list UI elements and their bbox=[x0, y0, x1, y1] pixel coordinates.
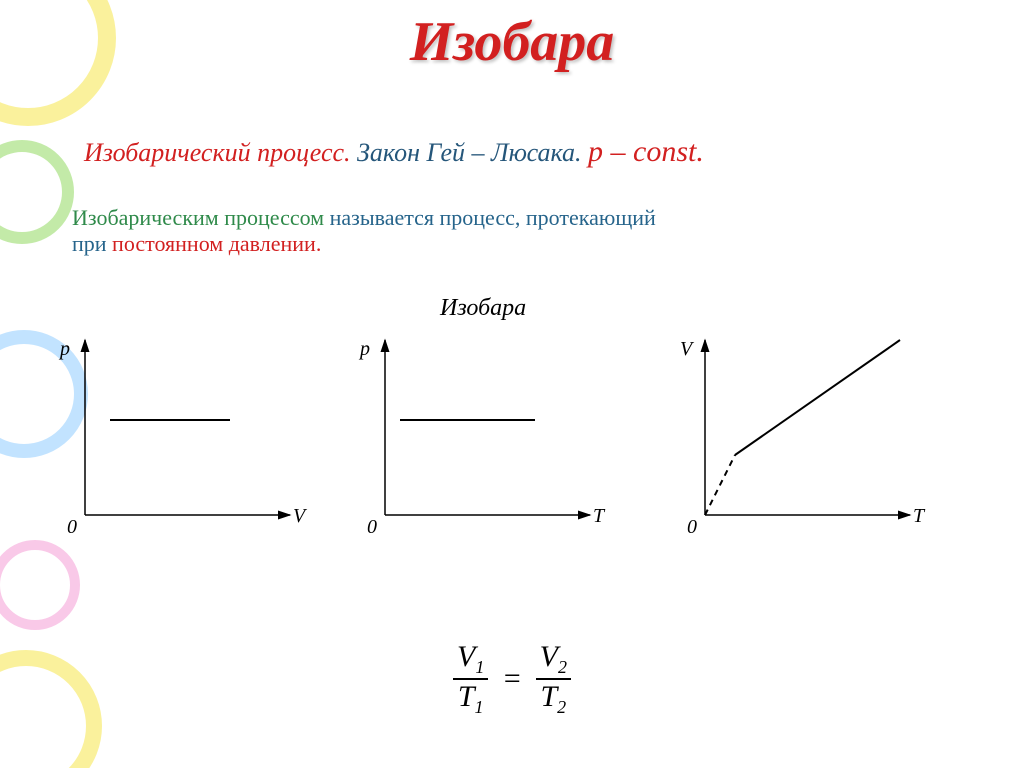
subtitle-line: Изобарический процесс. Закон Гей – Люсак… bbox=[84, 135, 704, 169]
charts-title-text: Изобара bbox=[440, 295, 526, 321]
chart-2: V T 0 bbox=[660, 325, 970, 555]
definition-part: называется процесс, протекающий bbox=[330, 205, 656, 230]
lhs-num-var: V bbox=[457, 640, 475, 673]
formula: V1 T1 = V2 T2 bbox=[0, 640, 1024, 718]
rhs-num-sub: 2 bbox=[558, 657, 567, 677]
subtitle-part: Закон Гей – Люсака. bbox=[357, 138, 588, 167]
chart-1: p T 0 bbox=[340, 325, 610, 555]
chart-0: p V 0 bbox=[40, 325, 310, 555]
formula-rhs: V2 T2 bbox=[536, 640, 571, 718]
svg-text:V: V bbox=[680, 338, 695, 360]
formula-equals: = bbox=[502, 662, 530, 695]
svg-text:T: T bbox=[593, 505, 606, 527]
lhs-den-sub: 1 bbox=[475, 697, 484, 717]
rhs-den-var: T bbox=[540, 680, 557, 713]
deco-circle bbox=[0, 140, 74, 244]
rhs-num-var: V bbox=[540, 640, 558, 673]
subtitle-part: p – const. bbox=[588, 135, 704, 168]
rhs-den-sub: 2 bbox=[557, 697, 566, 717]
svg-text:0: 0 bbox=[687, 516, 697, 538]
svg-text:V: V bbox=[293, 505, 308, 527]
definition-part: Изобарическим процессом bbox=[72, 205, 330, 230]
definition-part: при bbox=[72, 231, 112, 256]
page-title: Изобара bbox=[0, 10, 1024, 74]
svg-text:p: p bbox=[358, 338, 370, 360]
lhs-den-var: T bbox=[458, 680, 475, 713]
svg-text:0: 0 bbox=[67, 516, 77, 538]
charts-title: Изобара bbox=[440, 295, 526, 322]
formula-lhs: V1 T1 bbox=[453, 640, 488, 718]
lhs-num-sub: 1 bbox=[475, 657, 484, 677]
definition-text: Изобарическим процессом называется проце… bbox=[72, 205, 656, 257]
svg-text:p: p bbox=[58, 338, 70, 360]
subtitle-part: Изобарический процесс. bbox=[84, 138, 357, 167]
title-text: Изобара bbox=[410, 11, 615, 73]
svg-text:T: T bbox=[913, 505, 926, 527]
svg-text:0: 0 bbox=[367, 516, 377, 538]
definition-part: постоянном давлении. bbox=[112, 231, 321, 256]
